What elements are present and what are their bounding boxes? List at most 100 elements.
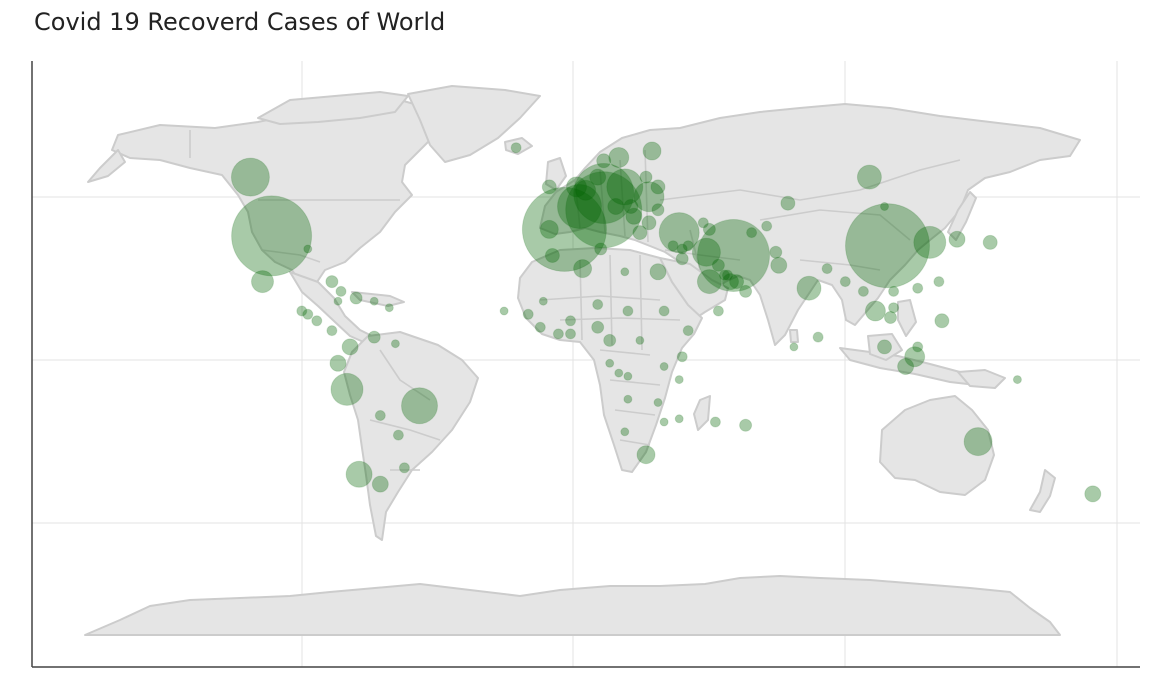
bubble-marker[interactable] <box>676 243 688 255</box>
bubble-marker[interactable] <box>821 263 833 275</box>
bubble-marker[interactable] <box>296 305 308 317</box>
bubble-marker[interactable] <box>649 263 667 281</box>
bubble-marker[interactable] <box>326 325 338 337</box>
bubble-marker[interactable] <box>521 186 607 272</box>
bubble-marker[interactable] <box>392 429 404 441</box>
bubble-marker[interactable] <box>639 170 653 184</box>
bubble-marker[interactable] <box>620 267 630 277</box>
bubble-marker[interactable] <box>335 285 347 297</box>
bubble-marker[interactable] <box>653 398 663 407</box>
bubble-marker[interactable] <box>877 339 892 355</box>
bubble-marker[interactable] <box>625 207 643 225</box>
bubble-marker[interactable] <box>650 179 666 195</box>
bubble-marker[interactable] <box>1012 375 1022 385</box>
bubble-marker[interactable] <box>691 237 721 267</box>
bubble-marker[interactable] <box>371 475 389 493</box>
bubble-marker[interactable] <box>333 296 343 306</box>
bubble-marker[interactable] <box>761 220 773 232</box>
bubble-marker[interactable] <box>592 299 604 310</box>
bubble-marker[interactable] <box>499 306 509 316</box>
bubble-marker[interactable] <box>888 302 900 314</box>
bubble-marker[interactable] <box>622 305 634 317</box>
bubble-marker[interactable] <box>367 330 381 344</box>
bubble-marker[interactable] <box>589 168 607 186</box>
bubble-marker[interactable] <box>812 331 824 343</box>
bubble-marker[interactable] <box>722 273 739 291</box>
bubble-marker[interactable] <box>231 195 313 277</box>
bubble-marker[interactable] <box>614 368 624 378</box>
bubble-marker[interactable] <box>565 171 643 249</box>
bubble-marker[interactable] <box>607 198 625 215</box>
bubble-marker[interactable] <box>573 259 593 279</box>
bubble-marker[interactable] <box>667 240 679 252</box>
bubble-marker[interactable] <box>702 222 716 236</box>
bubble-marker[interactable] <box>369 296 379 306</box>
bubble-marker[interactable] <box>534 321 546 333</box>
bubble-marker[interactable] <box>251 270 274 294</box>
bubble-marker[interactable] <box>311 315 323 327</box>
bubble-marker[interactable] <box>623 371 633 381</box>
bubble-marker[interactable] <box>302 308 314 320</box>
bubble-marker[interactable] <box>330 372 364 406</box>
bubble-marker[interactable] <box>912 341 924 353</box>
bubble-marker[interactable] <box>510 142 522 154</box>
bubble-marker[interactable] <box>770 256 788 274</box>
bubble-marker[interactable] <box>864 300 886 322</box>
bubble-marker[interactable] <box>934 313 950 329</box>
bubble-marker[interactable] <box>845 203 930 289</box>
bubble-marker[interactable] <box>658 212 700 254</box>
bubble-marker[interactable] <box>682 240 694 252</box>
bubble-marker[interactable] <box>904 346 926 368</box>
bubble-marker[interactable] <box>857 285 869 297</box>
bubble-marker[interactable] <box>1084 485 1102 503</box>
bubble-marker[interactable] <box>642 141 662 161</box>
bubble-marker[interactable] <box>325 275 339 289</box>
bubble-marker[interactable] <box>541 179 557 195</box>
bubble-marker[interactable] <box>384 303 394 313</box>
bubble-marker[interactable] <box>697 217 709 229</box>
bubble-marker[interactable] <box>659 417 669 427</box>
bubble-marker[interactable] <box>839 276 851 288</box>
bubble-marker[interactable] <box>739 418 753 432</box>
bubble-marker[interactable] <box>635 335 645 345</box>
bubble-marker[interactable] <box>658 305 670 317</box>
bubble-marker[interactable] <box>856 164 882 190</box>
bubble-marker[interactable] <box>345 460 373 488</box>
bubble-marker[interactable] <box>963 427 993 457</box>
bubble-marker[interactable] <box>606 168 644 206</box>
bubble-marker[interactable] <box>538 296 548 306</box>
bubble-marker[interactable] <box>401 387 438 425</box>
bubble-marker[interactable] <box>623 394 633 404</box>
bubble-marker[interactable] <box>674 375 684 385</box>
bubble-marker[interactable] <box>594 242 608 256</box>
bubble-marker[interactable] <box>565 328 576 340</box>
bubble-marker[interactable] <box>789 342 799 352</box>
bubble-marker[interactable] <box>982 234 998 250</box>
bubble-marker[interactable] <box>608 147 630 168</box>
bubble-marker[interactable] <box>659 362 669 371</box>
bubble-marker[interactable] <box>722 269 733 281</box>
bubble-marker[interactable] <box>539 219 559 239</box>
bubble-marker[interactable] <box>230 157 270 197</box>
bubble-marker[interactable] <box>398 462 410 474</box>
bubble-marker[interactable] <box>575 179 597 201</box>
bubble-marker[interactable] <box>341 338 359 356</box>
bubble-marker[interactable] <box>711 258 725 272</box>
bubble-marker[interactable] <box>712 305 724 317</box>
bubble-marker[interactable] <box>948 230 966 248</box>
bubble-marker[interactable] <box>573 163 635 224</box>
bubble-marker[interactable] <box>374 410 386 421</box>
bubble-marker[interactable] <box>675 252 689 266</box>
bubble-marker[interactable] <box>620 427 630 437</box>
bubble-marker[interactable] <box>697 219 770 292</box>
bubble-marker[interactable] <box>913 225 947 259</box>
bubble-marker[interactable] <box>349 291 363 305</box>
bubble-marker[interactable] <box>565 315 576 327</box>
bubble-marker[interactable] <box>390 339 400 349</box>
bubble-marker[interactable] <box>596 153 612 169</box>
bubble-marker[interactable] <box>676 351 688 363</box>
bubble-marker[interactable] <box>746 227 758 239</box>
bubble-marker[interactable] <box>912 282 924 294</box>
bubble-marker[interactable] <box>780 195 796 211</box>
bubble-marker[interactable] <box>605 358 615 368</box>
